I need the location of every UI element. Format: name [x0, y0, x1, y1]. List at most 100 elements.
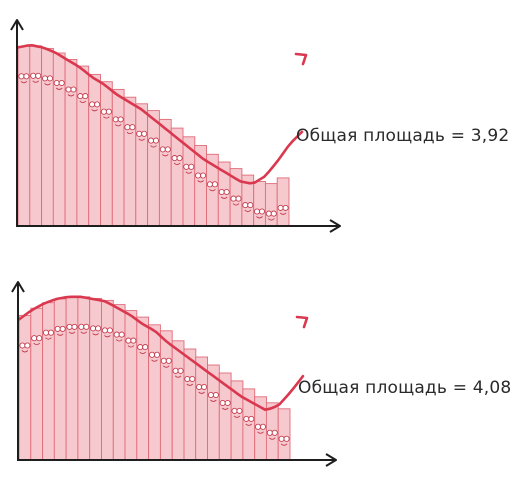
bar — [276, 177, 290, 227]
face-smile — [151, 359, 158, 362]
face-eye — [164, 146, 171, 153]
face-smile — [126, 131, 134, 135]
face-eye — [19, 342, 26, 349]
face-smile — [79, 100, 87, 104]
function-curve — [16, 43, 304, 185]
face-eye — [35, 72, 42, 79]
face-eye — [212, 391, 219, 399]
face-eye — [259, 423, 267, 430]
face-eye — [41, 75, 49, 82]
face-eye — [71, 323, 78, 330]
bar — [77, 296, 91, 461]
face-smile — [280, 443, 288, 446]
face-eye — [188, 163, 195, 170]
face-eye — [230, 195, 237, 202]
face-smile — [198, 391, 205, 394]
face-eye — [147, 137, 155, 144]
face-eye — [219, 399, 226, 407]
face-eye — [248, 415, 255, 422]
face-eye — [218, 188, 225, 196]
face-smile — [104, 335, 111, 338]
face-eye — [223, 188, 230, 196]
face-eye — [31, 335, 38, 342]
bar — [183, 348, 197, 461]
face-smile — [186, 383, 194, 386]
face-eye — [282, 204, 289, 211]
face-eye — [153, 351, 161, 358]
face-eye — [148, 351, 156, 358]
face-eye — [53, 79, 60, 87]
face-eye — [136, 130, 143, 137]
face-smile — [185, 171, 193, 174]
face-smile — [245, 423, 253, 426]
face-eye — [160, 357, 167, 364]
lower-total-area-label: Общая площадь = 4,08 — [298, 378, 512, 398]
face-smile — [45, 337, 52, 340]
face-eye — [95, 325, 102, 332]
bar — [124, 310, 138, 461]
face-smile — [161, 154, 169, 157]
bar — [195, 356, 208, 461]
face-eye — [177, 367, 184, 374]
face-smile — [33, 342, 41, 346]
bar — [64, 59, 78, 227]
face-eye — [105, 108, 112, 115]
face-eye — [243, 415, 250, 422]
face-smile — [103, 116, 110, 119]
bar — [18, 315, 32, 461]
face-eye — [201, 383, 208, 391]
bar — [148, 324, 161, 461]
bar — [100, 81, 113, 227]
face-smile — [55, 87, 63, 90]
face-eye — [247, 202, 254, 209]
face-smile — [220, 196, 228, 199]
bar — [159, 330, 173, 461]
bar — [158, 118, 172, 227]
face-eye — [236, 407, 243, 414]
bar — [30, 307, 44, 461]
upper-total-area-label: Общая площадь = 3,92 — [296, 126, 510, 146]
face-smile — [267, 218, 275, 221]
face-eye — [277, 204, 284, 211]
face-eye — [65, 86, 72, 93]
face-eye — [184, 375, 191, 383]
curve-arrowhead — [295, 315, 309, 329]
bar — [277, 408, 291, 461]
curve-arrowhead — [294, 52, 308, 66]
face-eye — [171, 155, 178, 162]
face-smile — [139, 351, 147, 355]
face-eye — [283, 435, 290, 442]
face-smile — [221, 407, 229, 410]
face-eye — [172, 367, 179, 374]
face-eye — [129, 124, 136, 131]
face-eye — [18, 73, 25, 80]
face-smile — [197, 180, 204, 183]
face-eye — [231, 407, 238, 414]
face-smile — [44, 83, 51, 86]
face-eye — [206, 181, 213, 188]
face-eye — [23, 73, 30, 80]
face-smile — [150, 145, 157, 148]
face-smile — [32, 80, 40, 83]
face-eye — [235, 195, 242, 202]
bar — [42, 302, 55, 461]
face-eye — [266, 429, 273, 436]
face-smile — [279, 212, 287, 215]
face-eye — [82, 93, 89, 100]
face-eye — [265, 210, 272, 217]
face-smile — [21, 350, 29, 353]
x-axis-arrowhead — [329, 219, 341, 233]
face-eye — [189, 375, 196, 383]
face-eye — [196, 383, 203, 391]
face-smile — [91, 109, 98, 112]
face-smile — [233, 415, 241, 418]
x-axis-arrowhead — [325, 453, 337, 467]
face-eye — [141, 130, 148, 137]
face-eye — [242, 202, 249, 209]
face-eye — [54, 325, 61, 332]
face-eye — [78, 323, 85, 330]
face-smile — [67, 94, 75, 97]
face-smile — [209, 188, 216, 192]
face-eye — [137, 344, 144, 351]
